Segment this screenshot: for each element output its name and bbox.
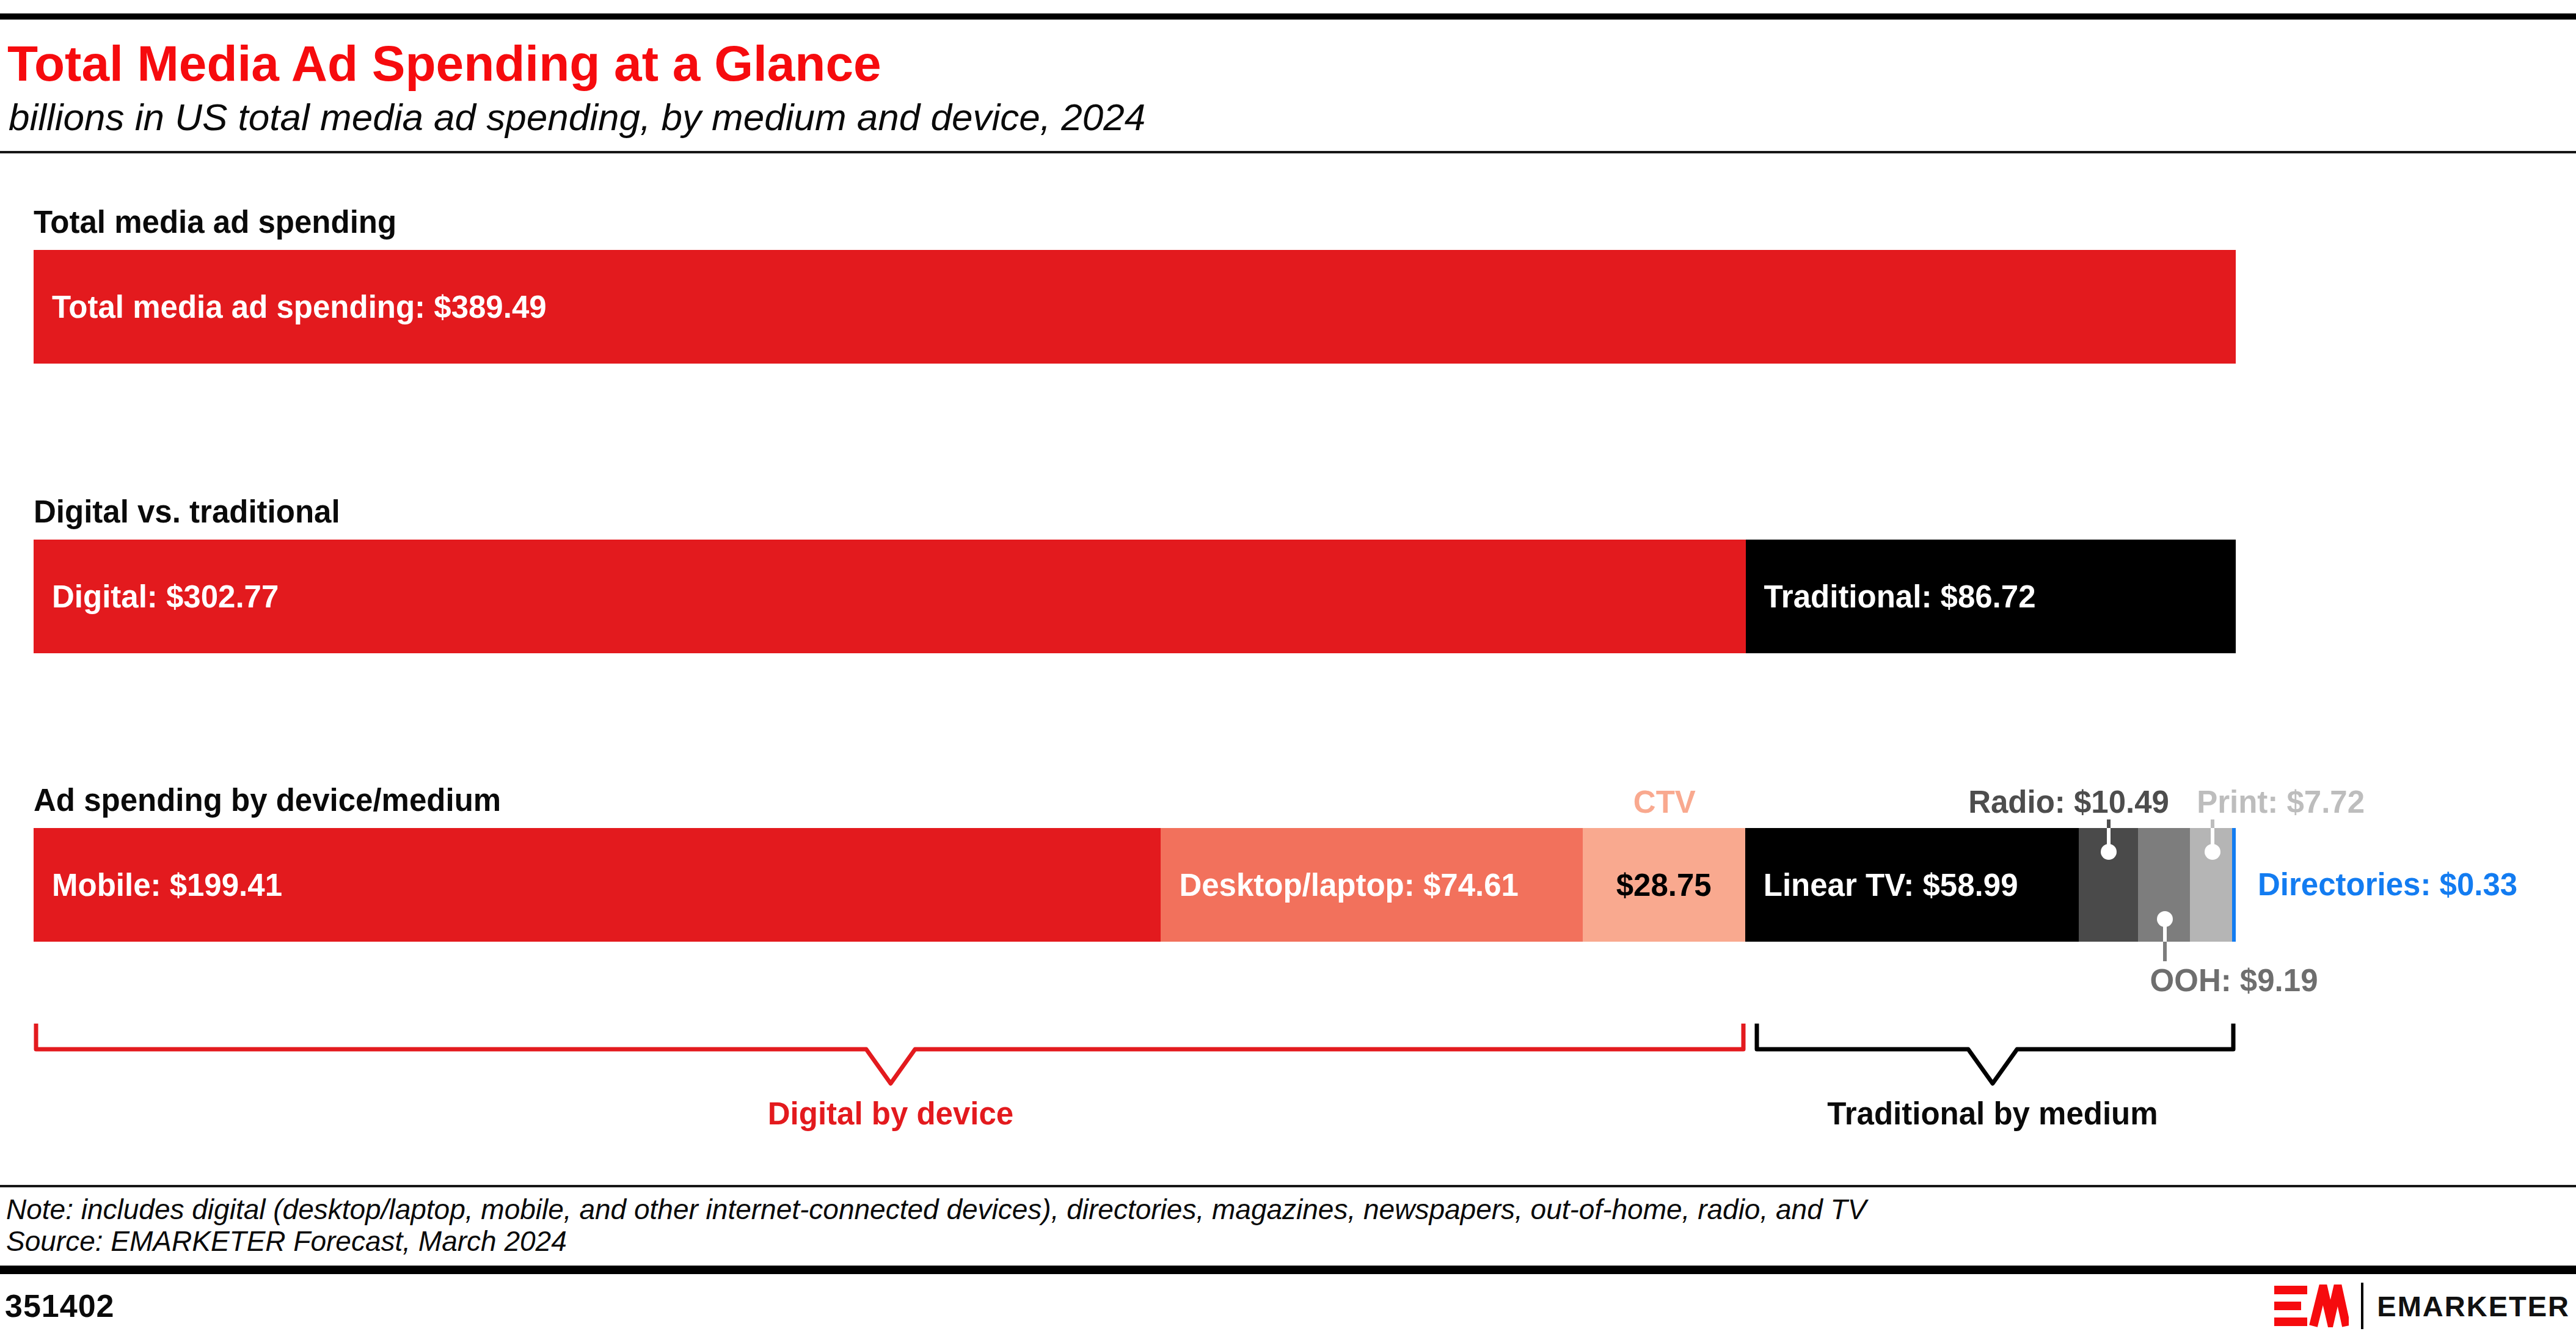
section-digital-vs-traditional: Digital vs. traditional Digital: $302.77… [34,494,2236,653]
section-heading-device-medium: Ad spending by device/medium [34,783,2236,818]
section-heading-digital-traditional: Digital vs. traditional [34,494,2236,530]
directories-label: Directories: $0.33 [2258,868,2517,902]
bar-segment-traditional: Traditional: $86.72 [1746,540,2236,653]
device-medium-bar-area: CTV Radio: $10.49 Print: $7.72 OOH: $9.1… [34,828,2236,942]
digital-traditional-bar: Digital: $302.77 Traditional: $86.72 [34,540,2236,653]
bar-segment-digital: Digital: $302.77 [34,540,1746,653]
bar-segment-label: Desktop/laptop: $74.61 [1161,867,1519,903]
radio-callout-line [2107,819,2111,828]
bar-segment-label: Traditional: $86.72 [1746,579,2036,615]
bar-segment-ctv: $28.75 [1583,828,1745,942]
ooh-callout-dot [2157,911,2173,927]
source-text: Source: EMARKETER Forecast, March 2024 [6,1225,2576,1257]
ooh-callout-line [2163,942,2167,961]
brace-annotations: Digital by device Traditional by medium [34,1024,2236,1152]
radio-callout-label: Radio: $10.49 [1968,785,2169,819]
device-medium-bar: Mobile: $199.41 Desktop/laptop: $74.61 $… [34,828,2236,942]
print-callout-line [2211,819,2214,828]
chart-id: 351402 [5,1288,115,1324]
chart-page: Total Media Ad Spending at a Glance bill… [0,13,2576,1327]
em-logo-mark-icon [2274,1285,2349,1327]
bar-segment-label: Mobile: $199.41 [34,867,282,903]
digital-brace [36,1024,1743,1083]
note-divider [0,1185,2576,1187]
ooh-callout-pin [2163,926,2167,942]
logo-wordmark: EMARKETER [2377,1289,2570,1323]
section-device-medium: Ad spending by device/medium CTV Radio: … [34,783,2236,942]
radio-callout-pin [2107,828,2111,845]
brace-label-traditional: Traditional by medium [1827,1096,2158,1132]
traditional-brace [1757,1024,2233,1083]
section-heading-total: Total media ad spending [34,205,2236,240]
logo-divider [2361,1283,2363,1329]
brace-shapes [34,1024,2236,1088]
bar-segment-label: Linear TV: $58.99 [1745,867,2018,903]
print-callout-pin [2211,828,2214,845]
emarketer-logo: EMARKETER [2274,1283,2570,1329]
top-rule [0,13,2576,20]
bar-segment-label: $28.75 [1616,867,1712,903]
total-bar: Total media ad spending: $389.49 [34,250,2236,364]
note-text: Note: includes digital (desktop/laptop, … [6,1193,2576,1225]
bar-segment-label: Digital: $302.77 [34,579,279,615]
ctv-callout-label: CTV [1633,785,1696,819]
footer: 351402 EMARKETER [0,1285,2576,1327]
bar-segment-linear-tv: Linear TV: $58.99 [1745,828,2079,942]
bar-segment-total: Total media ad spending: $389.49 [34,250,2236,364]
ooh-callout-label: OOH: $9.19 [2150,964,2318,998]
footer-divider [0,1266,2576,1274]
bar-segment-mobile: Mobile: $199.41 [34,828,1161,942]
header-divider [0,151,2576,153]
section-total: Total media ad spending Total media ad s… [34,205,2236,364]
page-title: Total Media Ad Spending at a Glance [7,35,2576,92]
brace-label-digital: Digital by device [768,1096,1013,1132]
print-callout-label: Print: $7.72 [2197,785,2365,819]
bar-segment-label: Total media ad spending: $389.49 [34,289,547,325]
page-subtitle: billions in US total media ad spending, … [9,95,2576,139]
bar-segment-directories [2232,828,2236,942]
bar-segment-desktop-laptop: Desktop/laptop: $74.61 [1161,828,1582,942]
